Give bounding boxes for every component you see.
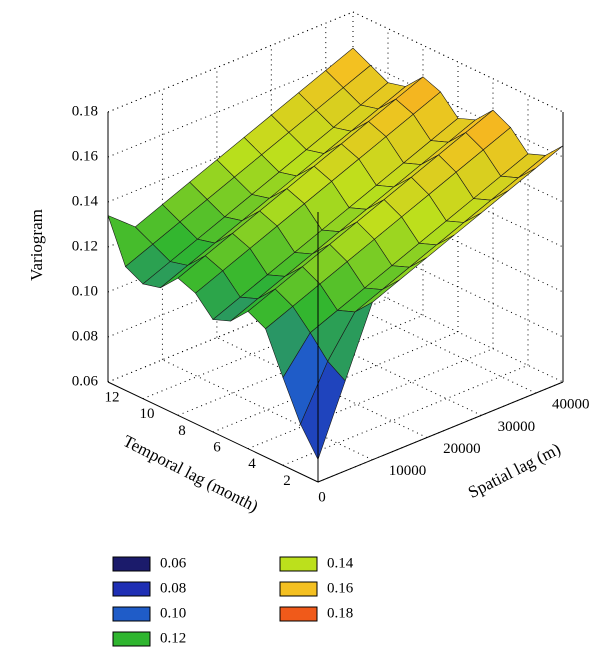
legend-swatch [112, 606, 151, 622]
grid-line [212, 331, 459, 433]
legend-label: 0.06 [160, 555, 187, 571]
axis-line [107, 11, 354, 113]
x-tick-label: 40000 [552, 397, 590, 413]
legend-swatch [112, 581, 151, 597]
y-tick-label: 6 [213, 439, 221, 455]
x-tick-label: 30000 [498, 419, 536, 435]
z-tick-label: 0.18 [72, 103, 98, 119]
y-tick-label: 2 [283, 473, 291, 489]
legend-swatch [279, 581, 318, 597]
z-tick-label: 0.08 [72, 328, 98, 344]
legend-swatch [112, 631, 151, 647]
legend-label: 0.16 [327, 580, 354, 596]
grid-line [177, 314, 424, 416]
legend-label: 0.12 [160, 630, 186, 646]
legend-label: 0.08 [160, 580, 186, 596]
y-tick-label: 10 [140, 406, 155, 422]
legend-label: 0.18 [327, 605, 353, 621]
y-tick-label: 12 [105, 389, 120, 405]
z-tick-label: 0.06 [72, 373, 99, 389]
x-tick-label: 10000 [389, 463, 427, 479]
legend-swatch [279, 556, 318, 572]
z-tick-label: 0.12 [72, 238, 98, 254]
y-tick-label: 8 [178, 423, 186, 439]
axis-line [317, 381, 564, 483]
legend-swatch [112, 556, 151, 572]
z-tick-label: 0.10 [72, 283, 98, 299]
grid-line [247, 348, 494, 450]
grid-line [282, 364, 529, 466]
z-tick-label: 0.14 [72, 193, 99, 209]
surface-cell [300, 360, 346, 461]
y-tick-label: 0 [318, 489, 326, 505]
z-tick-label: 0.16 [72, 148, 99, 164]
axis-line [107, 381, 319, 483]
z-axis-label: Variogram [27, 209, 46, 281]
y-tick-label: 4 [248, 456, 256, 472]
x-tick-label: 20000 [443, 441, 481, 457]
y-axis-label: Temporal lag (month) [120, 431, 261, 516]
legend-label: 0.14 [327, 555, 354, 571]
grid-line [107, 56, 354, 158]
legend-swatch [279, 606, 318, 622]
legend-label: 0.10 [160, 605, 186, 621]
